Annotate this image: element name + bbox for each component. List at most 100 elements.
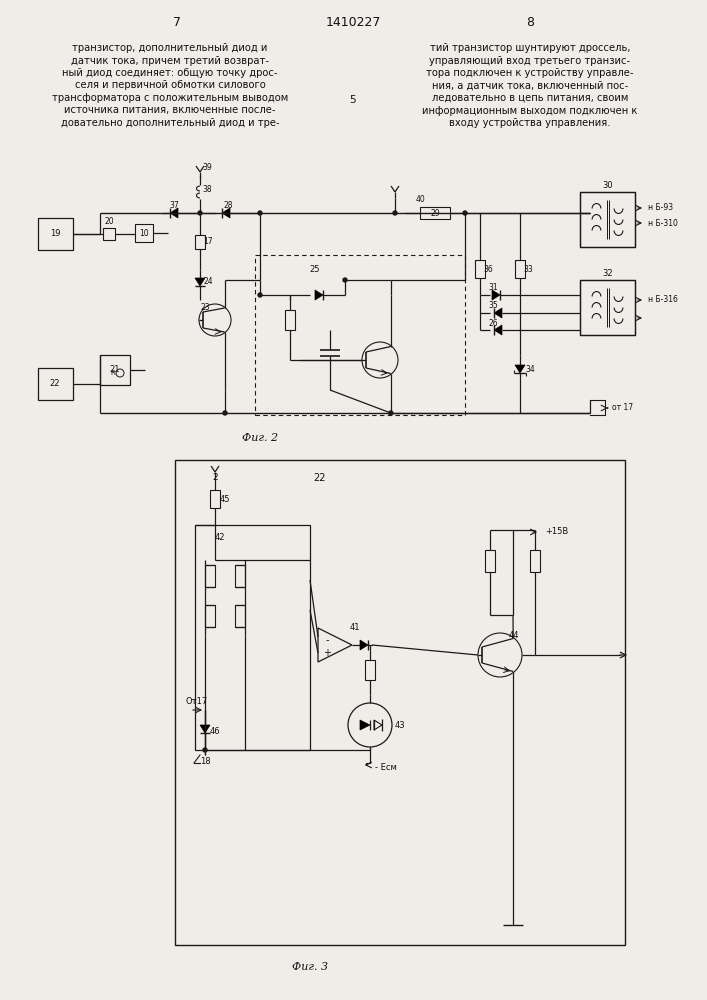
Circle shape <box>258 293 262 297</box>
Polygon shape <box>170 208 178 218</box>
Text: Фиг. 3: Фиг. 3 <box>292 962 328 972</box>
Bar <box>175 460 625 945</box>
Polygon shape <box>360 720 370 730</box>
Bar <box>195 525 310 750</box>
Text: 37: 37 <box>169 202 179 211</box>
Text: 38: 38 <box>202 186 212 194</box>
Bar <box>285 310 295 330</box>
Circle shape <box>389 411 393 415</box>
Bar <box>235 565 245 587</box>
Text: 22: 22 <box>314 473 326 483</box>
Text: 33: 33 <box>523 265 533 274</box>
Text: 8: 8 <box>526 15 534 28</box>
Text: тора подключен к устройству управле-: тора подключен к устройству управле- <box>426 68 633 78</box>
Bar <box>580 192 635 247</box>
Polygon shape <box>515 365 525 373</box>
Bar <box>195 235 205 249</box>
Text: 42: 42 <box>215 532 226 542</box>
Circle shape <box>463 211 467 215</box>
Text: 43: 43 <box>395 720 405 730</box>
Text: 32: 32 <box>602 268 613 277</box>
Polygon shape <box>492 290 500 300</box>
Text: трансформатора с положительным выводом: трансформатора с положительным выводом <box>52 93 288 103</box>
Bar <box>210 490 220 508</box>
Bar <box>255 255 465 415</box>
Polygon shape <box>494 308 502 318</box>
Text: - Есм: - Есм <box>375 762 397 772</box>
Text: 28: 28 <box>223 202 233 211</box>
Text: ния, а датчик тока, включенный пос-: ния, а датчик тока, включенный пос- <box>432 81 628 91</box>
Text: От17: От17 <box>185 698 207 706</box>
Text: 24: 24 <box>203 277 213 286</box>
Bar <box>580 280 635 335</box>
Bar <box>38 218 73 250</box>
Text: 40: 40 <box>415 196 425 205</box>
Text: входу устройства управления.: входу устройства управления. <box>449 118 611 128</box>
Text: управляющий вход третьего транзис-: управляющий вход третьего транзис- <box>429 55 631 66</box>
Text: источника питания, включенные после-: источника питания, включенные после- <box>64 105 276 115</box>
Text: 39: 39 <box>202 163 212 172</box>
Bar <box>420 207 450 219</box>
Text: датчик тока, причем третий возврат-: датчик тока, причем третий возврат- <box>71 55 269 66</box>
Polygon shape <box>494 325 502 335</box>
Bar <box>205 565 215 587</box>
Circle shape <box>343 278 347 282</box>
Circle shape <box>258 211 262 215</box>
Text: 10: 10 <box>139 229 148 237</box>
Text: 36: 36 <box>483 265 493 274</box>
Text: 22: 22 <box>49 379 60 388</box>
Text: 34: 34 <box>525 365 535 374</box>
Polygon shape <box>315 290 323 300</box>
Circle shape <box>223 411 227 415</box>
Text: 30: 30 <box>602 180 613 190</box>
Text: н Б-316: н Б-316 <box>648 296 678 304</box>
Text: 26: 26 <box>489 318 498 328</box>
Bar <box>365 660 375 680</box>
Text: н Б-93: н Б-93 <box>648 204 673 213</box>
Circle shape <box>203 748 207 752</box>
Text: 5: 5 <box>350 95 356 105</box>
Text: ный диод соединяет: общую точку дрос-: ный диод соединяет: общую точку дрос- <box>62 68 278 78</box>
Text: Фиг. 2: Фиг. 2 <box>242 433 278 443</box>
Text: 18: 18 <box>199 758 210 766</box>
Bar <box>38 368 73 400</box>
Text: 31: 31 <box>489 284 498 292</box>
Text: 29: 29 <box>430 209 440 218</box>
Text: информационным выходом подключен к: информационным выходом подключен к <box>422 105 638 115</box>
Circle shape <box>393 211 397 215</box>
Text: 44: 44 <box>509 631 519 640</box>
Text: 7: 7 <box>173 15 181 28</box>
Text: 23: 23 <box>200 304 210 312</box>
Bar <box>530 550 540 572</box>
Polygon shape <box>360 640 368 650</box>
Bar <box>580 192 635 247</box>
Bar <box>235 605 245 627</box>
Bar <box>100 355 130 385</box>
Text: от 17: от 17 <box>612 403 633 412</box>
Polygon shape <box>222 208 230 218</box>
Text: 35: 35 <box>488 302 498 310</box>
Polygon shape <box>200 725 210 733</box>
Bar <box>515 260 525 278</box>
Bar <box>580 280 635 335</box>
Text: 19: 19 <box>49 230 60 238</box>
Text: 17: 17 <box>203 237 213 246</box>
Text: ледовательно в цепь питания, своим: ледовательно в цепь питания, своим <box>432 93 629 103</box>
Text: R: R <box>110 370 115 376</box>
Bar <box>475 260 485 278</box>
Text: +15В: +15В <box>545 528 568 536</box>
Text: 1410227: 1410227 <box>325 15 380 28</box>
Text: довательно дополнительный диод и тре-: довательно дополнительный диод и тре- <box>61 118 279 128</box>
Bar <box>485 550 495 572</box>
Bar <box>135 224 153 242</box>
Text: 41: 41 <box>350 622 361 632</box>
Text: 46: 46 <box>210 728 221 736</box>
Text: 21: 21 <box>110 365 120 374</box>
Polygon shape <box>195 278 205 286</box>
Text: транзистор, дополнительный диод и: транзистор, дополнительный диод и <box>72 43 268 53</box>
Bar <box>205 605 215 627</box>
Text: 25: 25 <box>310 265 320 274</box>
Text: селя и первичной обмотки силового: селя и первичной обмотки силового <box>75 81 265 91</box>
Circle shape <box>198 211 202 215</box>
Text: 2: 2 <box>212 474 218 483</box>
